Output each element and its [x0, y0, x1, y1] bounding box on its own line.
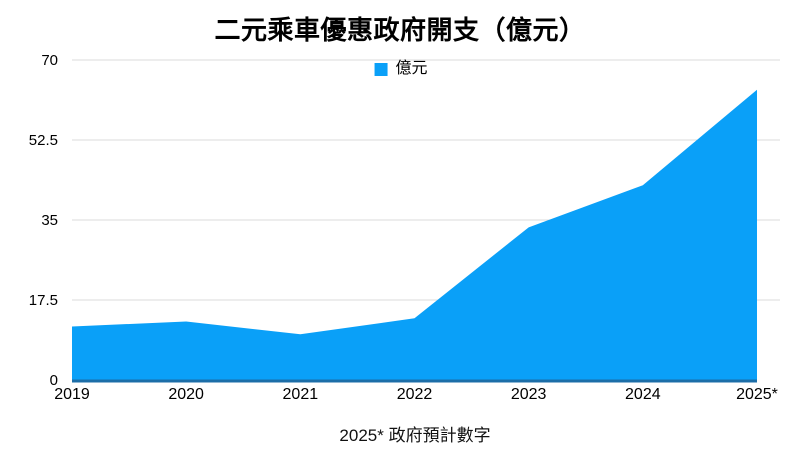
legend: 億元 — [374, 60, 428, 77]
x-tick-label: 2021 — [283, 386, 319, 403]
y-tick-label: 17.5 — [29, 292, 58, 309]
x-tick-label: 2024 — [625, 386, 661, 403]
legend-label: 億元 — [395, 60, 428, 77]
chart-caption: 2025* 政府預計數字 — [339, 426, 491, 445]
x-tick-label: 2023 — [511, 386, 547, 403]
chart-title: 二元乘車優惠政府開支（億元） — [214, 15, 586, 45]
y-tick-label: 0 — [50, 372, 58, 389]
x-tick-label: 2020 — [168, 386, 204, 403]
x-tick-label: 2019 — [54, 386, 90, 403]
x-tick-label: 2022 — [397, 386, 433, 403]
x-tick-label: 2025* — [736, 386, 778, 403]
area-series — [72, 89, 757, 380]
y-tick-label: 70 — [41, 52, 58, 69]
y-tick-label: 35 — [41, 212, 58, 229]
legend-swatch — [374, 62, 388, 76]
y-tick-label: 52.5 — [29, 132, 58, 149]
